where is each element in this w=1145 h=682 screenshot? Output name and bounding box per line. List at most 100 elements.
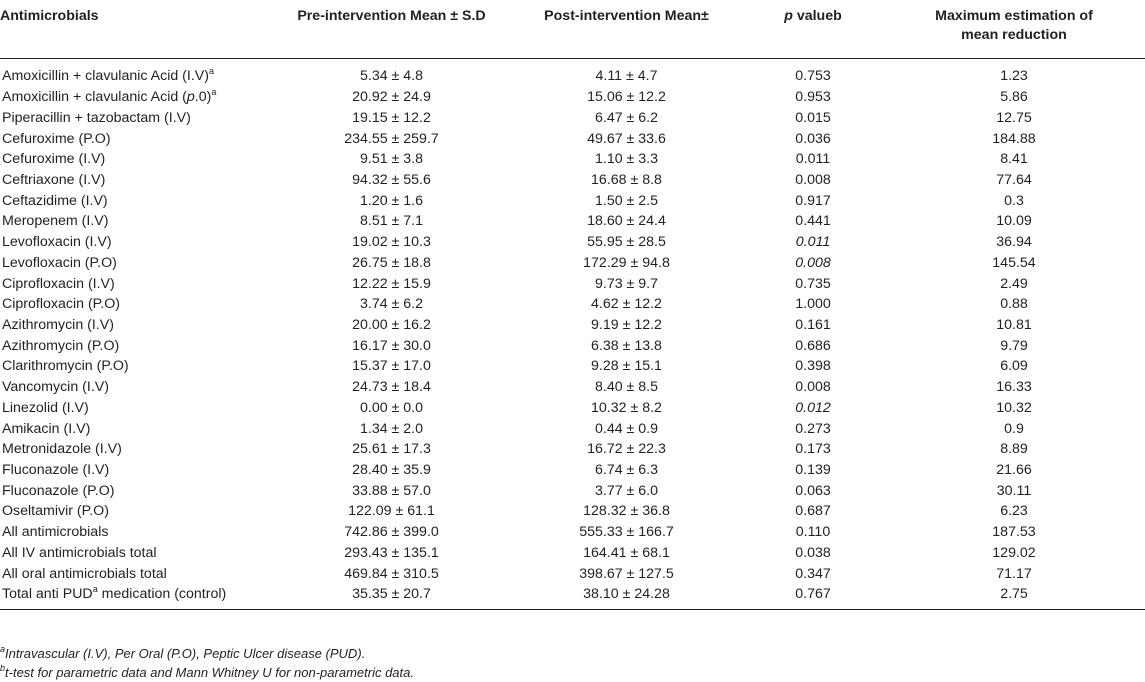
pre-intervention-cell: 234.55 ± 259.7 xyxy=(344,130,439,147)
antimicrobial-name: Fluconazole (P.O) xyxy=(2,482,115,499)
pre-intervention-cell: 1.34 ± 2.0 xyxy=(359,420,423,437)
antimicrobial-name-cell: Fluconazole (I.V) xyxy=(0,460,273,481)
post-intervention-cell: 1.50 ± 2.5 xyxy=(594,192,658,209)
p-value-cell: 0.015 xyxy=(795,109,831,126)
pre-intervention-cell: 35.35 ± 20.7 xyxy=(273,583,510,610)
pre-intervention-cell: 33.88 ± 57.0 xyxy=(352,482,431,499)
p-value-cell: 0.347 xyxy=(795,565,831,582)
footnote-marker: a xyxy=(92,584,98,595)
antimicrobial-name: Ciprofloxacin (P.O) xyxy=(2,296,121,313)
antimicrobial-name-cell: Levofloxacin (P.O) xyxy=(0,252,273,273)
antimicrobial-name: Azithromycin (I.V) xyxy=(2,316,114,333)
antimicrobial-name-cell: Cefuroxime (P.O) xyxy=(0,128,273,149)
pre-intervention-cell: 24.73 ± 18.4 xyxy=(352,379,431,396)
post-intervention-cell: 6.38 ± 13.8 xyxy=(591,337,662,354)
table-row: Cefuroxime (P.O) 234.55 ± 259.7 49.67 ± 33… xyxy=(0,128,1145,149)
pre-intervention-cell: 20.92 ± 24.9 xyxy=(352,89,431,106)
max-reduction-cell: 0.3 xyxy=(1004,192,1024,209)
antimicrobial-name: Ceftriaxone (I.V) xyxy=(2,171,106,188)
header-max-reduction: Maximum estimation of mean reduction xyxy=(883,0,1145,59)
p-value-cell: 0.008 xyxy=(795,171,831,188)
antimicrobial-name: Cefuroxime (P.O) xyxy=(2,130,111,147)
antimicrobial-name-cell: Ceftazidime (I.V) xyxy=(0,190,273,211)
post-intervention-cell: 555.33 ± 166.7 xyxy=(579,524,674,541)
pre-intervention-cell: 12.22 ± 15.9 xyxy=(352,275,431,292)
post-intervention-cell: 18.60 ± 24.4 xyxy=(587,213,666,230)
table-row: Levofloxacin (P.O) 26.75 ± 18.8 172.29 ± 9… xyxy=(0,252,1145,273)
antimicrobial-name-suffix: medication (control) xyxy=(97,586,227,603)
antimicrobial-name: Ciprofloxacin (I.V) xyxy=(2,275,115,292)
p-value-cell: 1.000 xyxy=(795,296,831,313)
antimicrobial-name: All IV antimicrobials total xyxy=(2,544,157,561)
antimicrobial-table: Antimicrobials Pre-intervention Mean ± S… xyxy=(0,0,1145,610)
pre-intervention-cell: 25.61 ± 17.3 xyxy=(352,441,431,458)
header-pre-intervention: Pre-intervention Mean ± S.D xyxy=(273,0,510,59)
antimicrobial-name-cell: Ceftriaxone (I.V) xyxy=(0,170,273,191)
footnote-marker: a xyxy=(208,66,214,77)
max-reduction-cell: 145.54 xyxy=(992,254,1036,271)
table-row: Fluconazole (I.V) 28.40 ± 35.9 6.74 ± 6.3 0… xyxy=(0,460,1145,481)
footnote-marker: a xyxy=(211,87,217,98)
antimicrobial-name: Levofloxacin (P.O) xyxy=(2,254,117,271)
footnote-a: aIntravascular (I.V), Per Oral (P.O), Pe… xyxy=(0,644,414,663)
p-value-cell: 0.036 xyxy=(795,130,831,147)
footnotes: aIntravascular (I.V), Per Oral (P.O), Pe… xyxy=(0,644,414,682)
pre-intervention-cell: 1.20 ± 1.6 xyxy=(359,192,423,209)
antimicrobial-name: Linezolid (I.V) xyxy=(2,399,89,416)
post-intervention-cell: 16.68 ± 8.8 xyxy=(591,171,662,188)
antimicrobial-name-cell: Cefuroxime (I.V) xyxy=(0,149,273,170)
antimicrobial-name-cell: All IV antimicrobials total xyxy=(0,543,273,564)
post-intervention-cell: 16.72 ± 22.3 xyxy=(587,441,666,458)
antimicrobial-name-cell: All antimicrobials xyxy=(0,522,273,543)
footnote-b: bt-test for parametric data and Mann Whi… xyxy=(0,663,414,682)
footnote-b-mark: b xyxy=(0,663,6,673)
max-reduction-cell: 8.41 xyxy=(1000,151,1028,168)
p-value-cell: 0.686 xyxy=(795,337,831,354)
p-value-cell: 0.767 xyxy=(743,583,883,610)
footnote-a-text: Intravascular (I.V), Per Oral (P.O), Pep… xyxy=(5,646,366,661)
antimicrobial-name: Amoxicillin + clavulanic Acid ( xyxy=(2,89,187,106)
post-intervention-cell: 172.29 ± 94.8 xyxy=(583,254,670,271)
table-row: All oral antimicrobials total 469.84 ± 31… xyxy=(0,563,1145,584)
p-value-cell: 0.917 xyxy=(795,192,831,209)
max-reduction-cell: 2.75 xyxy=(883,583,1145,610)
table-row: Clarithromycin (P.O) 15.37 ± 17.0 9.28 ± 1… xyxy=(0,356,1145,377)
antimicrobial-name: Ceftazidime (I.V) xyxy=(2,192,108,209)
table-row: All antimicrobials 742.86 ± 399.0 555.33 ±… xyxy=(0,522,1145,543)
header-antimicrobials: Antimicrobials xyxy=(0,0,273,59)
post-intervention-cell: 3.77 ± 6.0 xyxy=(594,482,658,499)
p-value-cell: 0.110 xyxy=(795,524,831,541)
max-reduction-cell: 30.11 xyxy=(996,482,1032,499)
post-intervention-cell: 9.19 ± 12.2 xyxy=(591,316,662,333)
pre-intervention-cell: 19.02 ± 10.3 xyxy=(352,234,431,251)
max-reduction-cell: 10.81 xyxy=(996,316,1032,333)
pre-intervention-cell: 16.17 ± 30.0 xyxy=(352,337,431,354)
pre-intervention-cell: 0.00 ± 0.0 xyxy=(359,399,423,416)
antimicrobial-name-cell: Linezolid (I.V) xyxy=(0,398,273,419)
post-intervention-cell: 128.32 ± 36.8 xyxy=(583,503,670,520)
post-intervention-cell: 8.40 ± 8.5 xyxy=(594,379,658,396)
post-intervention-cell: 15.06 ± 12.2 xyxy=(587,89,666,106)
antimicrobial-name: Piperacillin + tazobactam (I.V) xyxy=(2,109,191,126)
table-row: Meropenem (I.V) 8.51 ± 7.1 18.60 ± 24.4 0.4… xyxy=(0,211,1145,232)
p-value-cell: 0.953 xyxy=(795,89,831,106)
antimicrobial-name: Amikacin (I.V) xyxy=(2,420,91,437)
antimicrobial-name-cell: Vancomycin (I.V) xyxy=(0,377,273,398)
table-row: Linezolid (I.V) 0.00 ± 0.0 10.32 ± 8.2 0.01… xyxy=(0,398,1145,419)
antimicrobial-name: Levofloxacin (I.V) xyxy=(2,234,112,251)
max-reduction-cell: 9.79 xyxy=(1000,337,1028,354)
table-row: Amikacin (I.V) 1.34 ± 2.0 0.44 ± 0.9 0.273 0… xyxy=(0,418,1145,439)
antimicrobial-name-suffix: .0) xyxy=(194,89,212,106)
max-reduction-cell: 21.66 xyxy=(996,462,1032,479)
table-row: Ciprofloxacin (P.O) 3.74 ± 6.2 4.62 ± 12.2… xyxy=(0,294,1145,315)
antimicrobial-name-cell: Piperacillin + tazobactam (I.V) xyxy=(0,107,273,128)
antimicrobial-name-cell: Ciprofloxacin (P.O) xyxy=(0,294,273,315)
footnote-a-mark: a xyxy=(0,644,6,654)
max-reduction-cell: 10.32 xyxy=(996,399,1032,416)
pre-intervention-cell: 20.00 ± 16.2 xyxy=(352,316,431,333)
header-post-intervention: Post-intervention Mean± xyxy=(510,0,743,59)
table-row: Metronidazole (I.V) 25.61 ± 17.3 16.72 ± 2… xyxy=(0,439,1145,460)
max-reduction-cell: 6.09 xyxy=(1000,358,1028,375)
table-row: Piperacillin + tazobactam (I.V) 19.15 ± 1… xyxy=(0,107,1145,128)
p-value-cell: 0.139 xyxy=(795,462,831,479)
